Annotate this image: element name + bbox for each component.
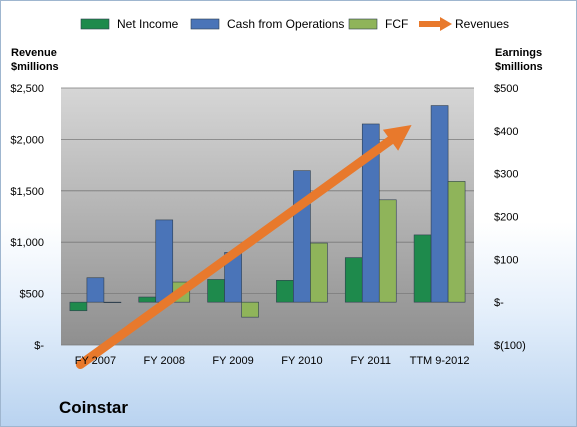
category-label: FY 2007	[75, 355, 116, 367]
right-axis-title-line2: $millions	[495, 61, 543, 73]
legend-swatch	[190, 18, 220, 30]
right-axis-title: Earnings $millions	[495, 46, 543, 74]
category-label: FY 2008	[144, 355, 185, 367]
legend: Net Income Cash from Operations FCF Revenue…	[80, 17, 509, 31]
left-tick-label: $2,000	[10, 134, 44, 146]
bar-net-income	[69, 301, 88, 312]
revenue-arrow	[75, 125, 412, 370]
bar-net-income	[207, 279, 225, 303]
right-axis-ticks: $(100) $- $100 $200 $300 $400 $500	[494, 83, 526, 352]
right-tick-label: $100	[494, 254, 518, 266]
right-tick-label: $300	[494, 169, 518, 181]
plot-area	[61, 88, 474, 345]
legend-label: FCF	[385, 17, 408, 31]
right-tick-label: $(100)	[494, 340, 526, 352]
bar-cash-from-operations	[430, 105, 449, 303]
left-axis-title-line2: $millions	[11, 61, 59, 73]
left-axis-ticks: $- $500 $1,000 $1,500 $2,000 $2,500	[10, 83, 44, 352]
right-tick-label: $200	[494, 212, 518, 224]
right-axis-title-line1: Earnings	[495, 47, 543, 59]
right-tick-label: $400	[494, 126, 518, 138]
left-tick-label: $1,000	[10, 237, 44, 249]
bar-fcf	[447, 181, 466, 303]
legend-item-net-income: Net Income	[80, 17, 179, 31]
category-label: FY 2009	[212, 355, 253, 367]
legend-label: Revenues	[455, 17, 509, 31]
bar-cash-from-operations	[155, 219, 174, 303]
bar-net-income	[413, 234, 432, 303]
legend-label: Net Income	[117, 17, 179, 31]
legend-label: Cash from Operations	[227, 17, 344, 31]
left-tick-label: $-	[34, 340, 44, 352]
legend-item-cash-from-operations: Cash from Operations	[190, 17, 344, 31]
bar-fcf	[103, 301, 122, 303]
left-axis-title: Revenue $millions	[11, 46, 59, 74]
bar-cash-from-operations	[86, 277, 105, 303]
bar-net-income	[138, 296, 157, 303]
bar-cash-from-operations	[293, 170, 311, 303]
legend-item-revenues: Revenues	[419, 17, 509, 31]
legend-item-fcf: FCF	[348, 17, 408, 31]
bar-fcf	[378, 199, 397, 303]
bar-net-income	[276, 280, 294, 303]
category-label: TTM 9-2012	[410, 355, 470, 367]
left-tick-label: $1,500	[10, 186, 44, 198]
gridlines	[61, 87, 474, 346]
category-label: FY 2011	[350, 355, 391, 367]
bar-fcf	[310, 242, 328, 303]
right-tick-label: $-	[494, 297, 504, 309]
revenue-arrow-shaft	[75, 135, 396, 370]
left-axis-title-line1: Revenue	[11, 47, 57, 59]
category-label: FY 2010	[281, 355, 322, 367]
legend-swatch	[348, 18, 378, 30]
revenue-arrow-head	[382, 125, 412, 151]
left-tick-label: $2,500	[10, 83, 44, 95]
company-name: Coinstar	[59, 398, 128, 417]
legend-swatch	[80, 18, 110, 30]
bar-net-income	[344, 257, 363, 303]
legend-arrow-head	[440, 17, 452, 31]
category-labels: FY 2007 FY 2008 FY 2009 FY 2010 FY 2011 TTM 9…	[75, 355, 470, 367]
right-tick-label: $500	[494, 83, 518, 95]
left-tick-label: $500	[20, 289, 44, 301]
bar-fcf	[241, 301, 259, 318]
